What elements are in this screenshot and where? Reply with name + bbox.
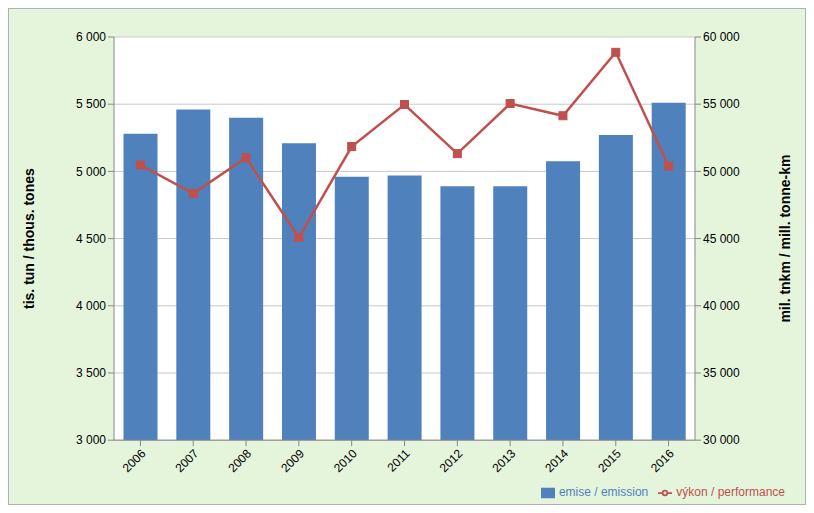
svg-text:2006: 2006 <box>120 446 149 475</box>
svg-text:3 500: 3 500 <box>76 366 106 380</box>
svg-text:45 000: 45 000 <box>703 232 740 246</box>
svg-text:60 000: 60 000 <box>703 30 740 44</box>
svg-text:4 000: 4 000 <box>76 299 106 313</box>
svg-text:2008: 2008 <box>225 446 254 475</box>
svg-text:50 000: 50 000 <box>703 165 740 179</box>
svg-text:40 000: 40 000 <box>703 299 740 313</box>
html-text:výkon / performance: výkon / performance <box>676 485 785 500</box>
svg-text:2009: 2009 <box>278 446 307 475</box>
svg-text:35 000: 35 000 <box>703 366 740 380</box>
svg-text:30 000: 30 000 <box>703 433 740 447</box>
svg-text:2014: 2014 <box>542 446 571 475</box>
html-text:emise / emission: emise / emission <box>558 485 649 500</box>
svg-text:4 500: 4 500 <box>76 232 106 246</box>
svg-text:6 000: 6 000 <box>76 30 106 44</box>
svg-text:5 000: 5 000 <box>76 165 106 179</box>
svg-text:2010: 2010 <box>331 446 360 475</box>
svg-text:55 000: 55 000 <box>703 97 740 111</box>
svg-text:2012: 2012 <box>437 446 466 475</box>
svg-text:tis. tun / thous. tones: tis. tun / thous. tones <box>21 168 37 309</box>
svg-text:2011: 2011 <box>384 446 412 474</box>
svg-text:mil. tnkm / mill. tonne-km: mil. tnkm / mill. tonne-km <box>777 155 793 323</box>
svg-text:2016: 2016 <box>648 446 677 475</box>
svg-text:3 000: 3 000 <box>76 433 106 447</box>
svg-text:2013: 2013 <box>490 446 519 475</box>
svg-text:2015: 2015 <box>595 446 624 475</box>
svg-text:2007: 2007 <box>173 446 202 475</box>
svg-text:5 500: 5 500 <box>76 97 106 111</box>
